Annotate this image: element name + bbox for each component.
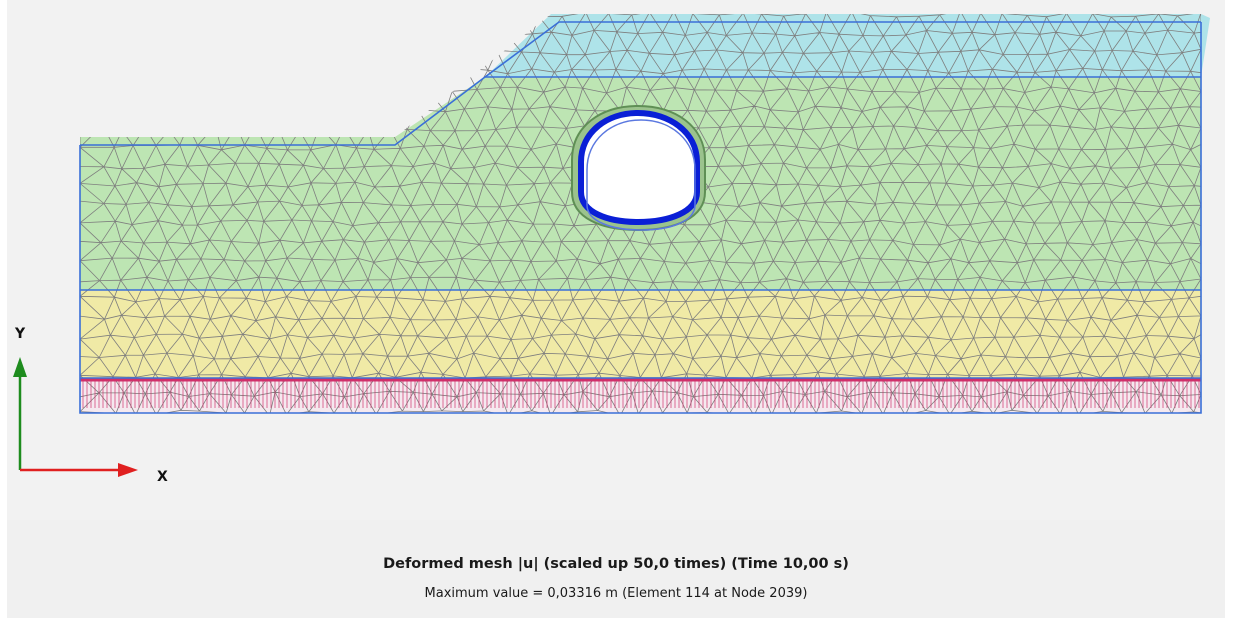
soil-layer-top[interactable] <box>485 14 1210 77</box>
model-boundaries <box>79 21 1202 414</box>
model-viewport[interactable]: Y X <box>7 0 1225 520</box>
x-axis-label: X <box>157 469 168 485</box>
y-axis-label: Y <box>14 326 26 342</box>
tunnel-lining-original <box>586 119 696 231</box>
tunnel-lining-deformed[interactable] <box>578 109 700 226</box>
deformed-mesh-canvas[interactable]: Y X <box>7 0 1225 520</box>
tunnel[interactable] <box>571 104 706 232</box>
result-title: Deformed mesh |u| (scaled up 50,0 times)… <box>383 556 849 572</box>
model-outer-boundary <box>79 22 1202 414</box>
soil-layer-bottom[interactable] <box>80 290 1201 378</box>
maximum-value-text: Maximum value = 0,03316 m (Element 114 a… <box>424 586 808 601</box>
fixity-ticks <box>82 378 1200 408</box>
axis-indicator: Y X <box>13 326 168 485</box>
result-caption-panel: Deformed mesh |u| (scaled up 50,0 times)… <box>7 520 1225 618</box>
x-axis-arrow-icon <box>118 463 138 477</box>
tunnel-opening <box>581 113 697 222</box>
y-axis-arrow-icon <box>13 357 27 377</box>
base-fixities <box>80 378 1201 408</box>
